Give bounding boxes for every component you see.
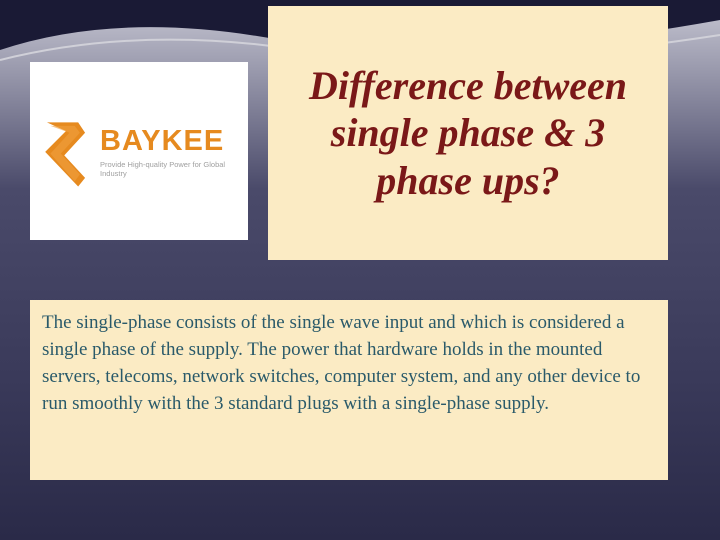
logo-tagline: Provide High-quality Power for Global In… xyxy=(100,160,238,178)
logo-content: BAYKEE Provide High-quality Power for Gl… xyxy=(40,111,238,191)
title-box: Difference between single phase & 3 phas… xyxy=(268,6,668,260)
body-box: The single-phase consists of the single … xyxy=(30,300,668,480)
logo-box: BAYKEE Provide High-quality Power for Gl… xyxy=(30,62,248,240)
baykee-logo-icon xyxy=(40,111,92,191)
slide-body-text: The single-phase consists of the single … xyxy=(42,310,656,418)
logo-brand-name: BAYKEE xyxy=(100,125,238,158)
logo-text-group: BAYKEE Provide High-quality Power for Gl… xyxy=(100,125,238,178)
slide-title: Difference between single phase & 3 phas… xyxy=(288,62,648,204)
